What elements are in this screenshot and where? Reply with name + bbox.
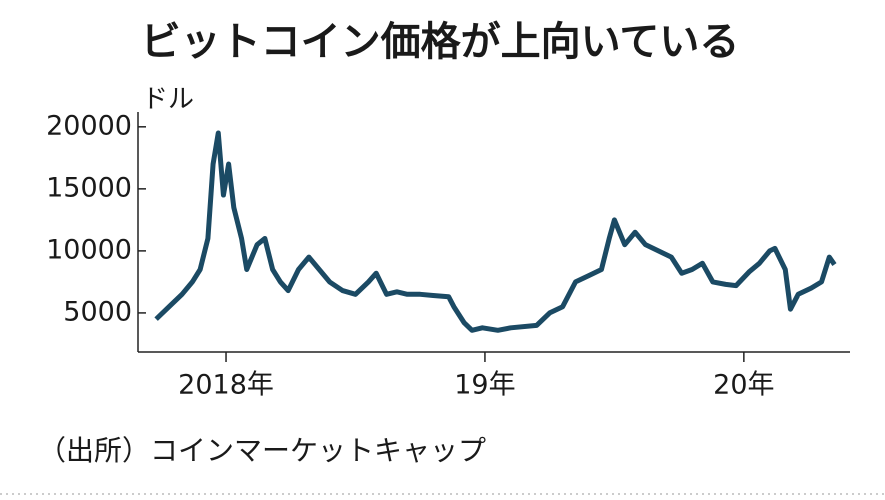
y-tick-label: 15000 <box>46 172 132 203</box>
chart-title: ビットコイン価格が上向いている <box>141 19 740 65</box>
y-tick-label: 5000 <box>63 296 132 327</box>
price-line <box>154 130 837 333</box>
y-tick-label: 10000 <box>46 234 132 265</box>
source: （出所）コインマーケットキャップ <box>38 434 486 467</box>
x-tick-label: 2018年 <box>178 370 274 401</box>
y-unit: ドル <box>142 85 194 115</box>
y-tick-label: 20000 <box>46 110 132 141</box>
x-tick-label: 19年 <box>454 370 515 401</box>
x-tick-label: 20年 <box>713 370 774 401</box>
